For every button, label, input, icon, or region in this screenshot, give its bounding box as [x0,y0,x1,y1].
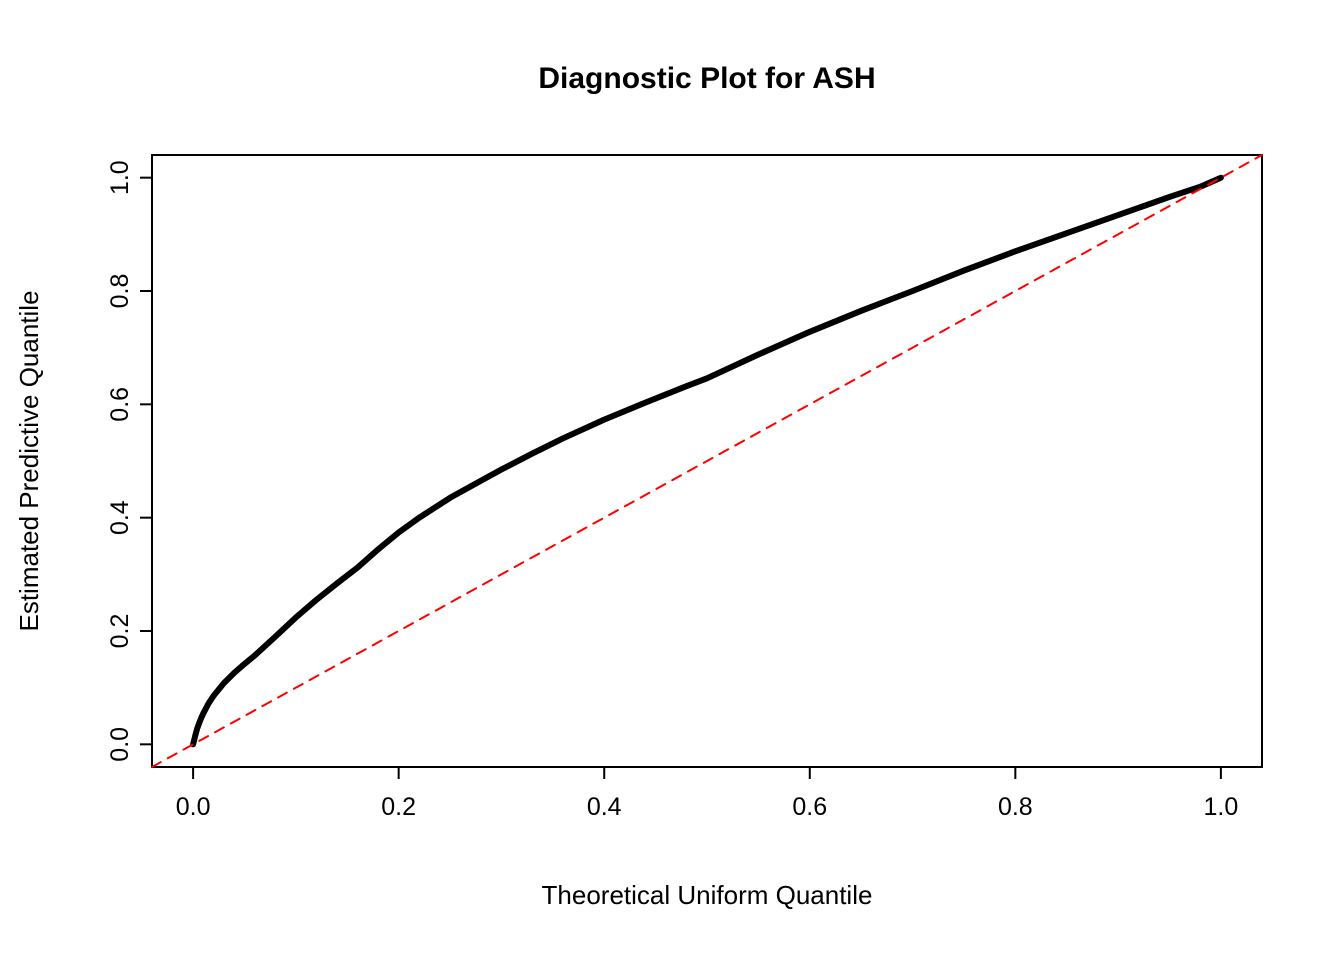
x-tick-label: 0.4 [587,793,622,821]
x-axis-ticks: 0.0 0.2 0.4 0.6 0.8 1.0 [176,767,1239,821]
x-tick-label: 0.0 [176,793,211,821]
identity-reference-line [151,154,1263,768]
plot-series [151,154,1263,768]
y-tick-label: 0.6 [106,387,134,422]
x-tick-label: 1.0 [1204,793,1239,821]
y-tick-label: 0.2 [106,614,134,649]
y-tick-label: 0.4 [106,500,134,535]
y-tick-label: 1.0 [106,160,134,195]
x-tick-label: 0.8 [998,793,1033,821]
y-axis-label: Estimated Predictive Quantile [14,290,44,631]
y-axis-ticks: 0.0 0.2 0.4 0.6 0.8 1.0 [106,160,152,762]
x-tick-label: 0.2 [381,793,416,821]
x-tick-label: 0.6 [792,793,827,821]
y-tick-label: 0.0 [106,727,134,762]
estimated-predictive-quantile-curve [190,174,1224,748]
plot-frame [151,154,1263,768]
y-tick-label: 0.8 [106,274,134,309]
x-axis-label: Theoretical Uniform Quantile [542,880,873,910]
chart-title: Diagnostic Plot for ASH [538,62,875,95]
